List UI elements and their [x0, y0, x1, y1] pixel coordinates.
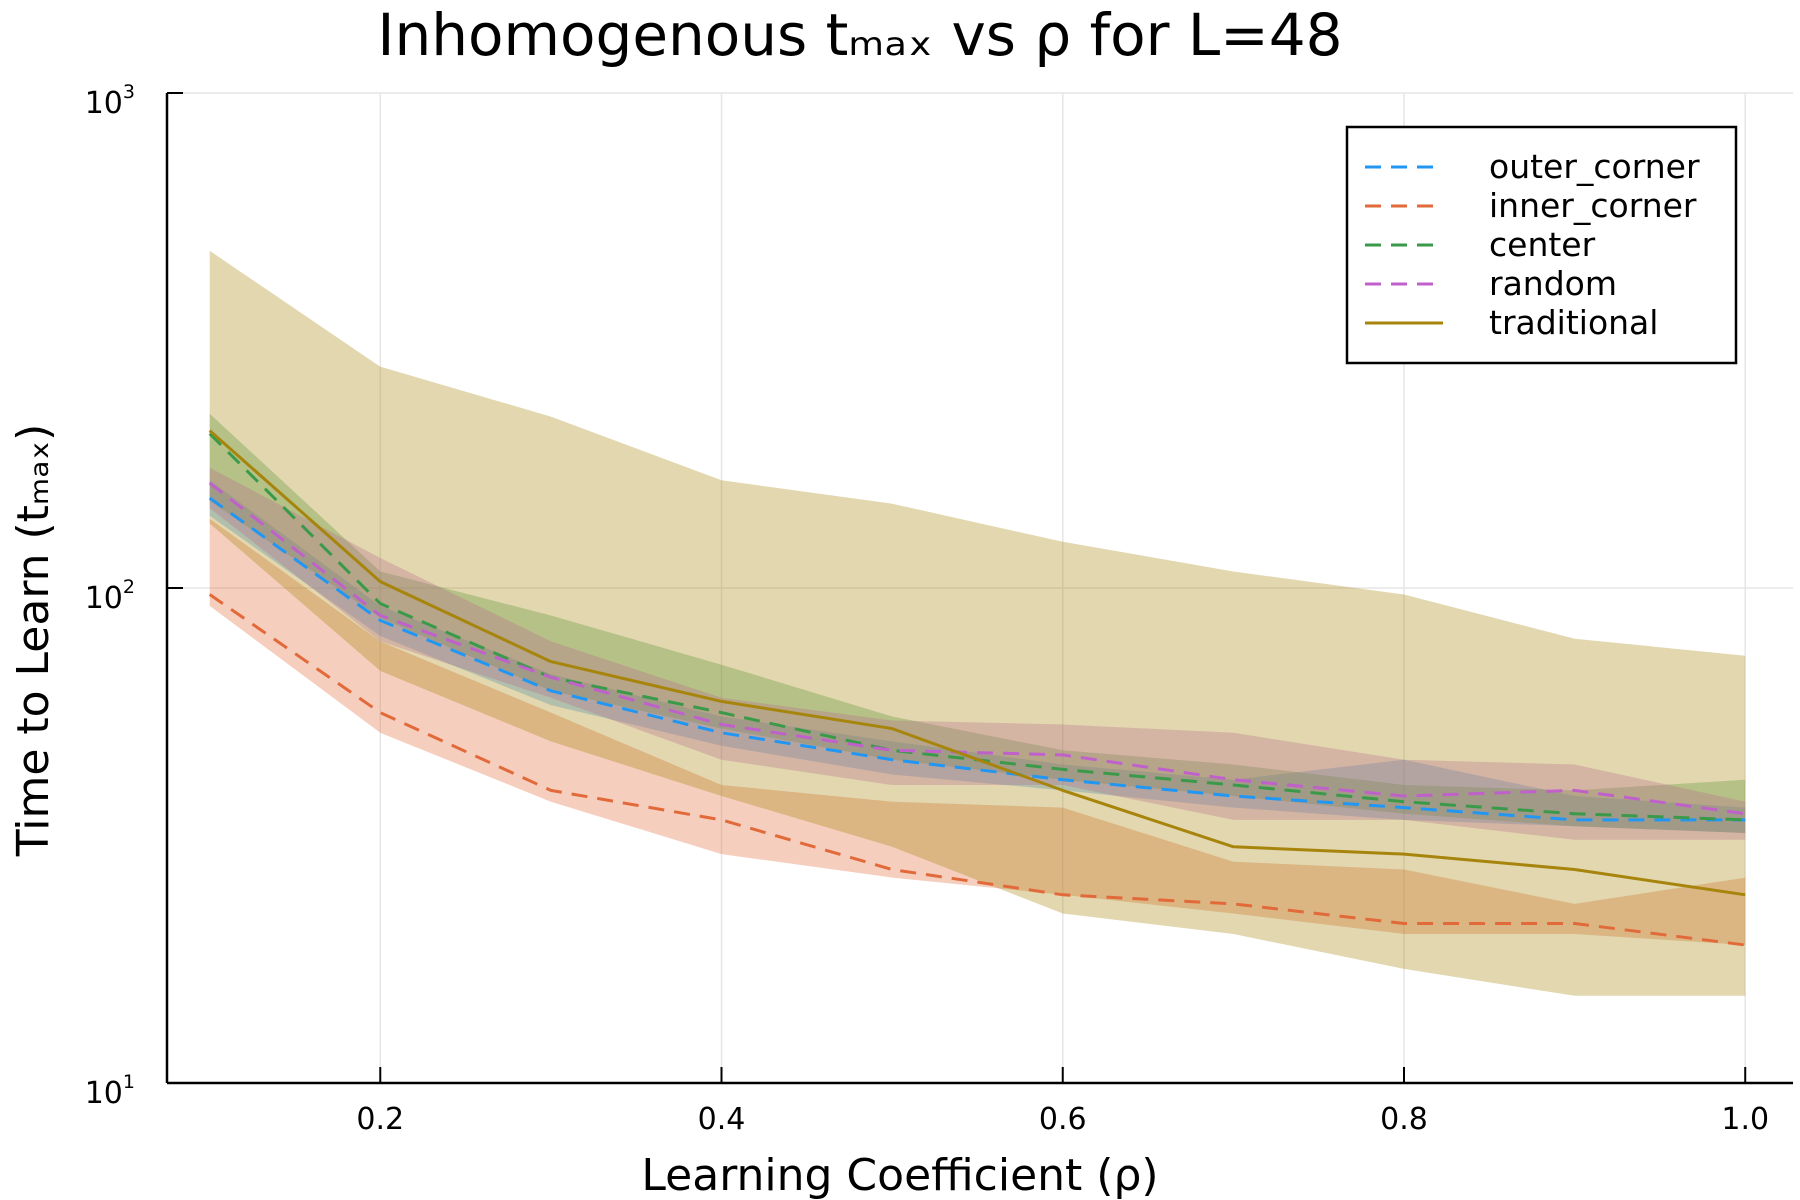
x-axis-label: Learning Coefficient (ρ): [641, 1150, 1158, 1200]
y-tick-exponent: 3: [123, 81, 135, 103]
legend-box: [1345, 125, 1738, 365]
band-inner_corner: [209, 518, 1746, 945]
x-tick-label: 0.6: [1039, 1102, 1087, 1137]
legend-label-center: center: [1489, 225, 1596, 264]
line-traditional: [208, 429, 1746, 897]
series-lines: [208, 429, 1746, 947]
x-tick-label: 0.2: [356, 1102, 404, 1137]
band-random: [209, 467, 1746, 840]
band-center: [209, 413, 1746, 833]
legend-label-inner_corner: inner_corner: [1489, 186, 1697, 225]
y-tick-exponent: 2: [123, 576, 135, 598]
y-tick-exponent: 1: [123, 1071, 135, 1093]
x-tick-label: 0.4: [698, 1102, 746, 1137]
legend-label-traditional: traditional: [1489, 303, 1658, 342]
y-axis-label: Time to Learn (tₘₐₓ): [8, 424, 59, 858]
x-tick-label: 0.8: [1380, 1102, 1428, 1137]
axes: [165, 92, 1793, 1085]
band-traditional: [209, 250, 1746, 996]
legend: outer_cornerinner_cornercenterrandomtrad…: [1345, 125, 1738, 365]
y-tick-label: 103: [85, 81, 135, 121]
line-random: [208, 481, 1746, 816]
x-tick-label: 1.0: [1721, 1102, 1769, 1137]
confidence-bands: [209, 250, 1746, 996]
band-outer_corner: [209, 480, 1746, 833]
line-inner_corner: [208, 593, 1746, 947]
legend-label-outer_corner: outer_corner: [1489, 147, 1700, 186]
legend-label-random: random: [1489, 264, 1617, 303]
chart-title: Inhomogenous tₘₐₓ vs ρ for L=48: [377, 1, 1342, 69]
